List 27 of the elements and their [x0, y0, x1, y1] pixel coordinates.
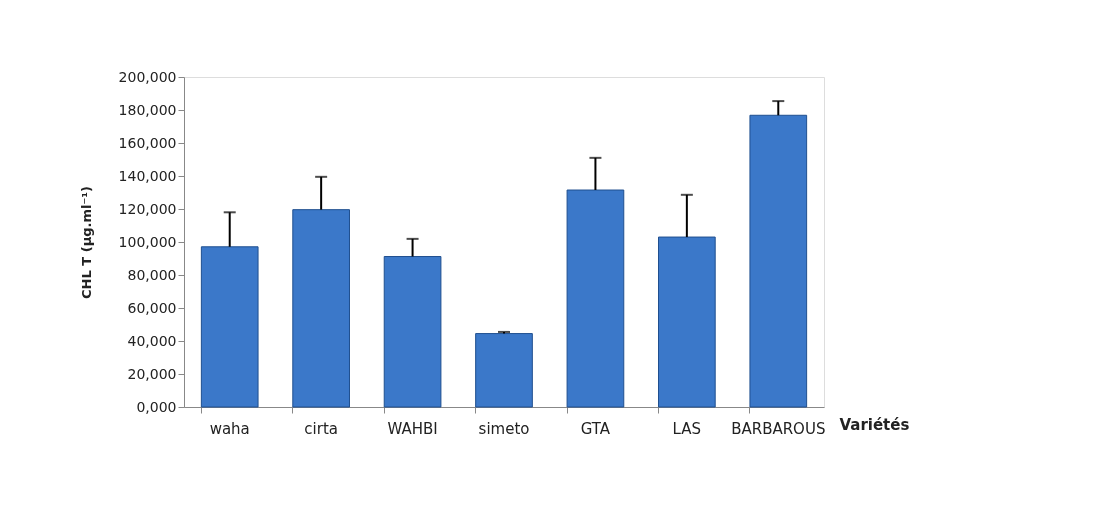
y-tick-label: 40,000 [127, 332, 177, 349]
x-tick-label: WAHBI [387, 419, 438, 438]
y-tick-label: 20,000 [127, 365, 177, 382]
bar [566, 189, 625, 408]
y-tick-label: 0,000 [136, 398, 177, 415]
x-axis-title: Variétés [839, 415, 910, 434]
bar [292, 209, 350, 408]
bar [658, 236, 716, 408]
y-tick-label: 120,000 [118, 200, 177, 217]
y-tick-label: 140,000 [118, 167, 177, 184]
y-tick-label: 200,000 [118, 68, 177, 85]
y-tick-label: 160,000 [118, 134, 177, 151]
x-tick-label: BARBAROUS [731, 419, 826, 438]
bar [383, 256, 442, 408]
bar [200, 246, 259, 408]
y-tick-label: 80,000 [127, 266, 177, 283]
y-tick-label: 60,000 [127, 299, 177, 316]
bar [475, 333, 533, 408]
x-tick-label: waha [209, 419, 250, 438]
x-tick-label: LAS [672, 419, 702, 438]
x-tick-label: simeto [478, 419, 530, 438]
x-tick-label: cirta [304, 419, 338, 438]
bar [749, 114, 808, 408]
y-axis-title: CHL T (µg.ml⁻¹) [78, 186, 94, 299]
y-tick-label: 100,000 [118, 233, 177, 250]
y-tick-label: 180,000 [118, 101, 177, 118]
x-tick-label: GTA [580, 419, 611, 438]
